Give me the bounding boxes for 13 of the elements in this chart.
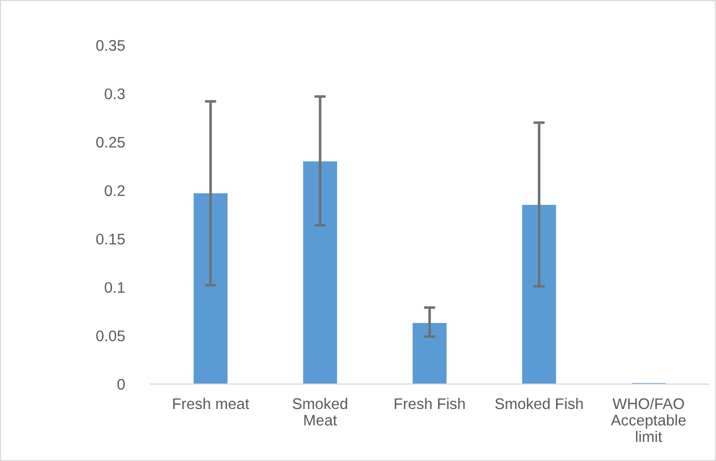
y-tick-label: 0.05 (96, 330, 125, 342)
x-tick-label: WHO/FAO Acceptable limit (610, 398, 686, 442)
y-tick-label: 0.2 (104, 185, 125, 196)
x-tick-label: Fresh meat (173, 398, 250, 410)
y-tick-label: 0.15 (96, 234, 125, 244)
y-tick-label: 0.3 (104, 88, 125, 100)
y-tick-label: 0.35 (96, 40, 125, 51)
x-tick-label: Fresh Fish (394, 398, 465, 410)
x-tick-label: Smoked Meat (292, 398, 348, 426)
x-tick-label: Smoked Fish (495, 398, 583, 410)
y-tick-label: 0.25 (96, 136, 125, 148)
y-tick-label: 0 (117, 378, 125, 390)
y-tick-label: 0.1 (104, 282, 125, 293)
